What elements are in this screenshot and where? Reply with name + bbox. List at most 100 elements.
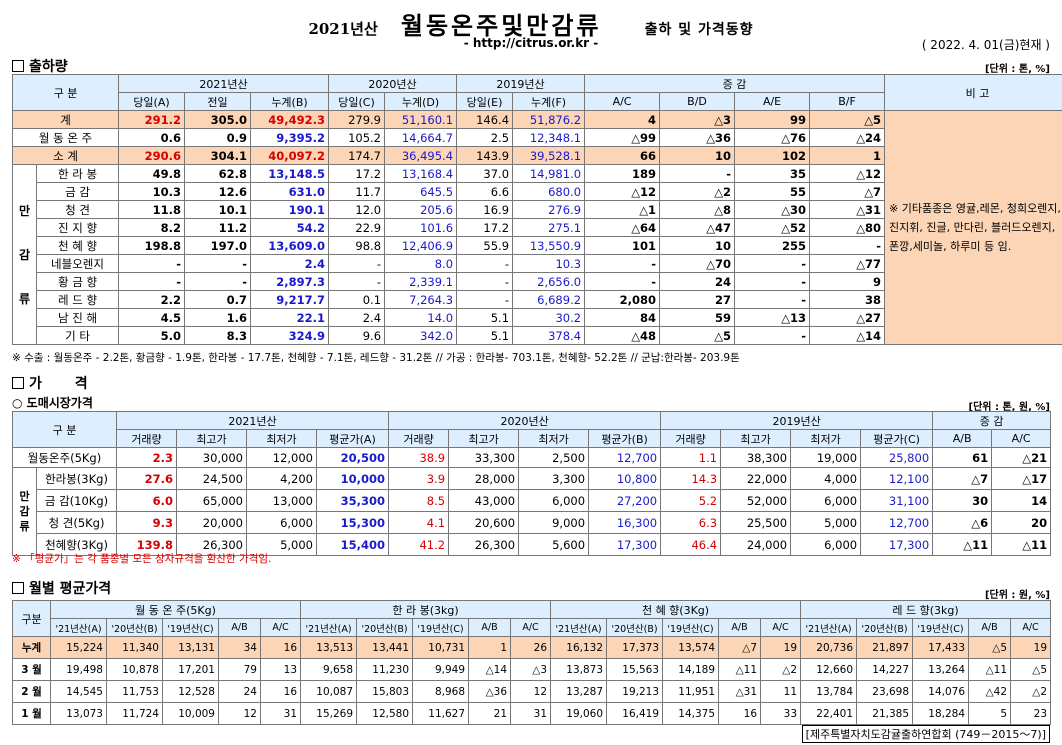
table-cell: - xyxy=(328,272,386,291)
sub-header: 최고가 xyxy=(720,429,792,448)
table-cell: 10.3 xyxy=(118,182,185,201)
table-cell: 31,100 xyxy=(860,489,934,512)
table-cell: △36 xyxy=(659,128,736,147)
table-cell: 55 xyxy=(734,182,811,201)
sub-header: A/E xyxy=(734,92,811,111)
table-cell: - xyxy=(328,254,386,273)
table-cell: 205.6 xyxy=(384,200,458,219)
table-cell: 6,689.2 xyxy=(512,290,586,309)
sub-header: A/B xyxy=(468,618,512,637)
table-cell: 39,528.1 xyxy=(512,146,586,165)
table-cell: 13,287 xyxy=(550,680,608,703)
table-cell: 22,000 xyxy=(720,467,792,490)
group-header: 레 드 향(3kg) xyxy=(800,600,1052,619)
sub-header: 누계(B) xyxy=(249,92,330,111)
table-cell: 17.2 xyxy=(456,218,514,237)
table-cell: 17,300 xyxy=(588,533,662,556)
col-2020: 2020년산 xyxy=(388,411,662,430)
table-cell: 13,441 xyxy=(356,636,414,659)
table-cell: 51,876.2 xyxy=(512,110,586,129)
shipment-note: ※ 수출 : 월동온주 - 2.2톤, 황금향 - 1.9톤, 한라봉 - 17… xyxy=(12,352,740,364)
table-cell: 342.0 xyxy=(384,326,458,345)
col-gubun: 구 분 xyxy=(12,74,119,111)
table-cell: - xyxy=(456,290,514,309)
table-cell: - xyxy=(184,272,251,291)
row-label: 1 월 xyxy=(12,702,51,725)
table-cell: 22.9 xyxy=(328,218,386,237)
sub-header: '19년산(C) xyxy=(412,618,470,637)
table-cell: 9.3 xyxy=(116,511,177,534)
table-cell: 5,600 xyxy=(518,533,590,556)
table-cell: 31 xyxy=(510,702,552,725)
table-row: 누계 15,224 11,340 13,131 34 16 13,513 13,441 10,7… xyxy=(12,636,1052,659)
table-cell: △7 xyxy=(932,467,993,490)
table-cell: 40,097.2 xyxy=(249,146,330,165)
table-cell: 34 xyxy=(218,636,261,659)
table-cell: 27.6 xyxy=(116,467,177,490)
table-cell: 19,060 xyxy=(550,702,608,725)
table-row: 2 월 14,545 11,753 12,528 24 16 10,087 15,803 8,9… xyxy=(12,680,1052,703)
as-of-date: ( 2022. 4. 01(금)현재 ) xyxy=(921,38,1050,52)
table-cell: △64 xyxy=(584,218,661,237)
table-cell: 25,800 xyxy=(860,447,934,468)
title-year: 2021년산 xyxy=(308,20,378,38)
sub-header: 거래량 xyxy=(660,429,722,448)
table-cell: 24 xyxy=(218,680,261,703)
col-2021: 2021년산 xyxy=(117,74,330,93)
table-cell: - xyxy=(456,272,514,291)
table-cell: 13,168.4 xyxy=(384,164,458,183)
table-cell: 9,000 xyxy=(518,511,590,534)
table-cell: △8 xyxy=(659,200,736,219)
table-cell: 23 xyxy=(1010,702,1052,725)
table-cell: 20,600 xyxy=(448,511,520,534)
table-cell: 102 xyxy=(734,146,811,165)
table-row: 금 감(10Kg) 6.0 65,000 13,000 35,300 8.5 43,000 6… xyxy=(13,489,1052,512)
table-cell: 24 xyxy=(659,272,736,291)
table-cell: 20,000 xyxy=(176,511,247,534)
table-cell: 5.1 xyxy=(456,326,514,345)
table-cell: 9,217.7 xyxy=(249,290,330,309)
table-cell: 27,200 xyxy=(588,489,662,512)
table-cell: 31 xyxy=(259,702,302,725)
table-cell: △6 xyxy=(932,511,993,534)
table-cell: 59 xyxy=(659,308,736,327)
table-cell: △27 xyxy=(809,308,886,327)
group-header: 한 라 봉(3kg) xyxy=(300,600,552,619)
table-cell: 0.6 xyxy=(118,128,185,147)
table-cell: 5,000 xyxy=(790,511,862,534)
table-cell: 22,401 xyxy=(800,702,858,725)
table-cell: 11,627 xyxy=(412,702,470,725)
row-label: 레 드 향 xyxy=(36,290,119,309)
table-cell: 9,949 xyxy=(412,658,470,681)
table-cell: 14,981.0 xyxy=(512,164,586,183)
table-cell: 30.2 xyxy=(512,308,586,327)
sub-header: A/C xyxy=(991,429,1052,448)
sub-header: 최저가 xyxy=(790,429,862,448)
table-row: 청 견 11.8 10.1 190.1 12.0 205.6 16.9 276.9 △1 △8 △3… xyxy=(13,200,1062,219)
table-cell: 2,897.3 xyxy=(249,272,330,291)
row-label: 청 견(5Kg) xyxy=(36,511,117,534)
sub-header: A/C xyxy=(760,618,802,637)
row-label: 금 감(10Kg) xyxy=(36,489,117,512)
table-cell: △52 xyxy=(734,218,811,237)
table-cell: - xyxy=(659,164,736,183)
table-cell: 16,300 xyxy=(588,511,662,534)
table-cell: 16 xyxy=(718,702,762,725)
table-cell: △36 xyxy=(468,680,512,703)
table-cell: △17 xyxy=(991,467,1052,490)
shipment-section-title: 출하량 xyxy=(12,56,68,76)
table-cell: 38 xyxy=(809,290,886,309)
table-cell: 11,753 xyxy=(106,680,163,703)
table-row: 계 291.2 305.0 49,492.3 279.9 51,160.1 146.4 51,… xyxy=(12,110,1062,345)
table-cell: - xyxy=(184,254,251,273)
table-cell: 6.0 xyxy=(116,489,177,512)
table-cell: 17.2 xyxy=(328,164,386,183)
table-cell: 5.1 xyxy=(456,308,514,327)
table-cell: 2.3 xyxy=(116,447,177,468)
row-label: 월 동 온 주 xyxy=(12,128,119,147)
table-cell: 11,724 xyxy=(106,702,163,725)
table-cell: 22.1 xyxy=(249,308,330,327)
row-label: 계 xyxy=(12,110,119,129)
table-cell: △30 xyxy=(734,200,811,219)
table-row: 천 혜 향 198.8 197.0 13,609.0 98.8 12,406.9 55.9 1… xyxy=(13,236,1062,255)
